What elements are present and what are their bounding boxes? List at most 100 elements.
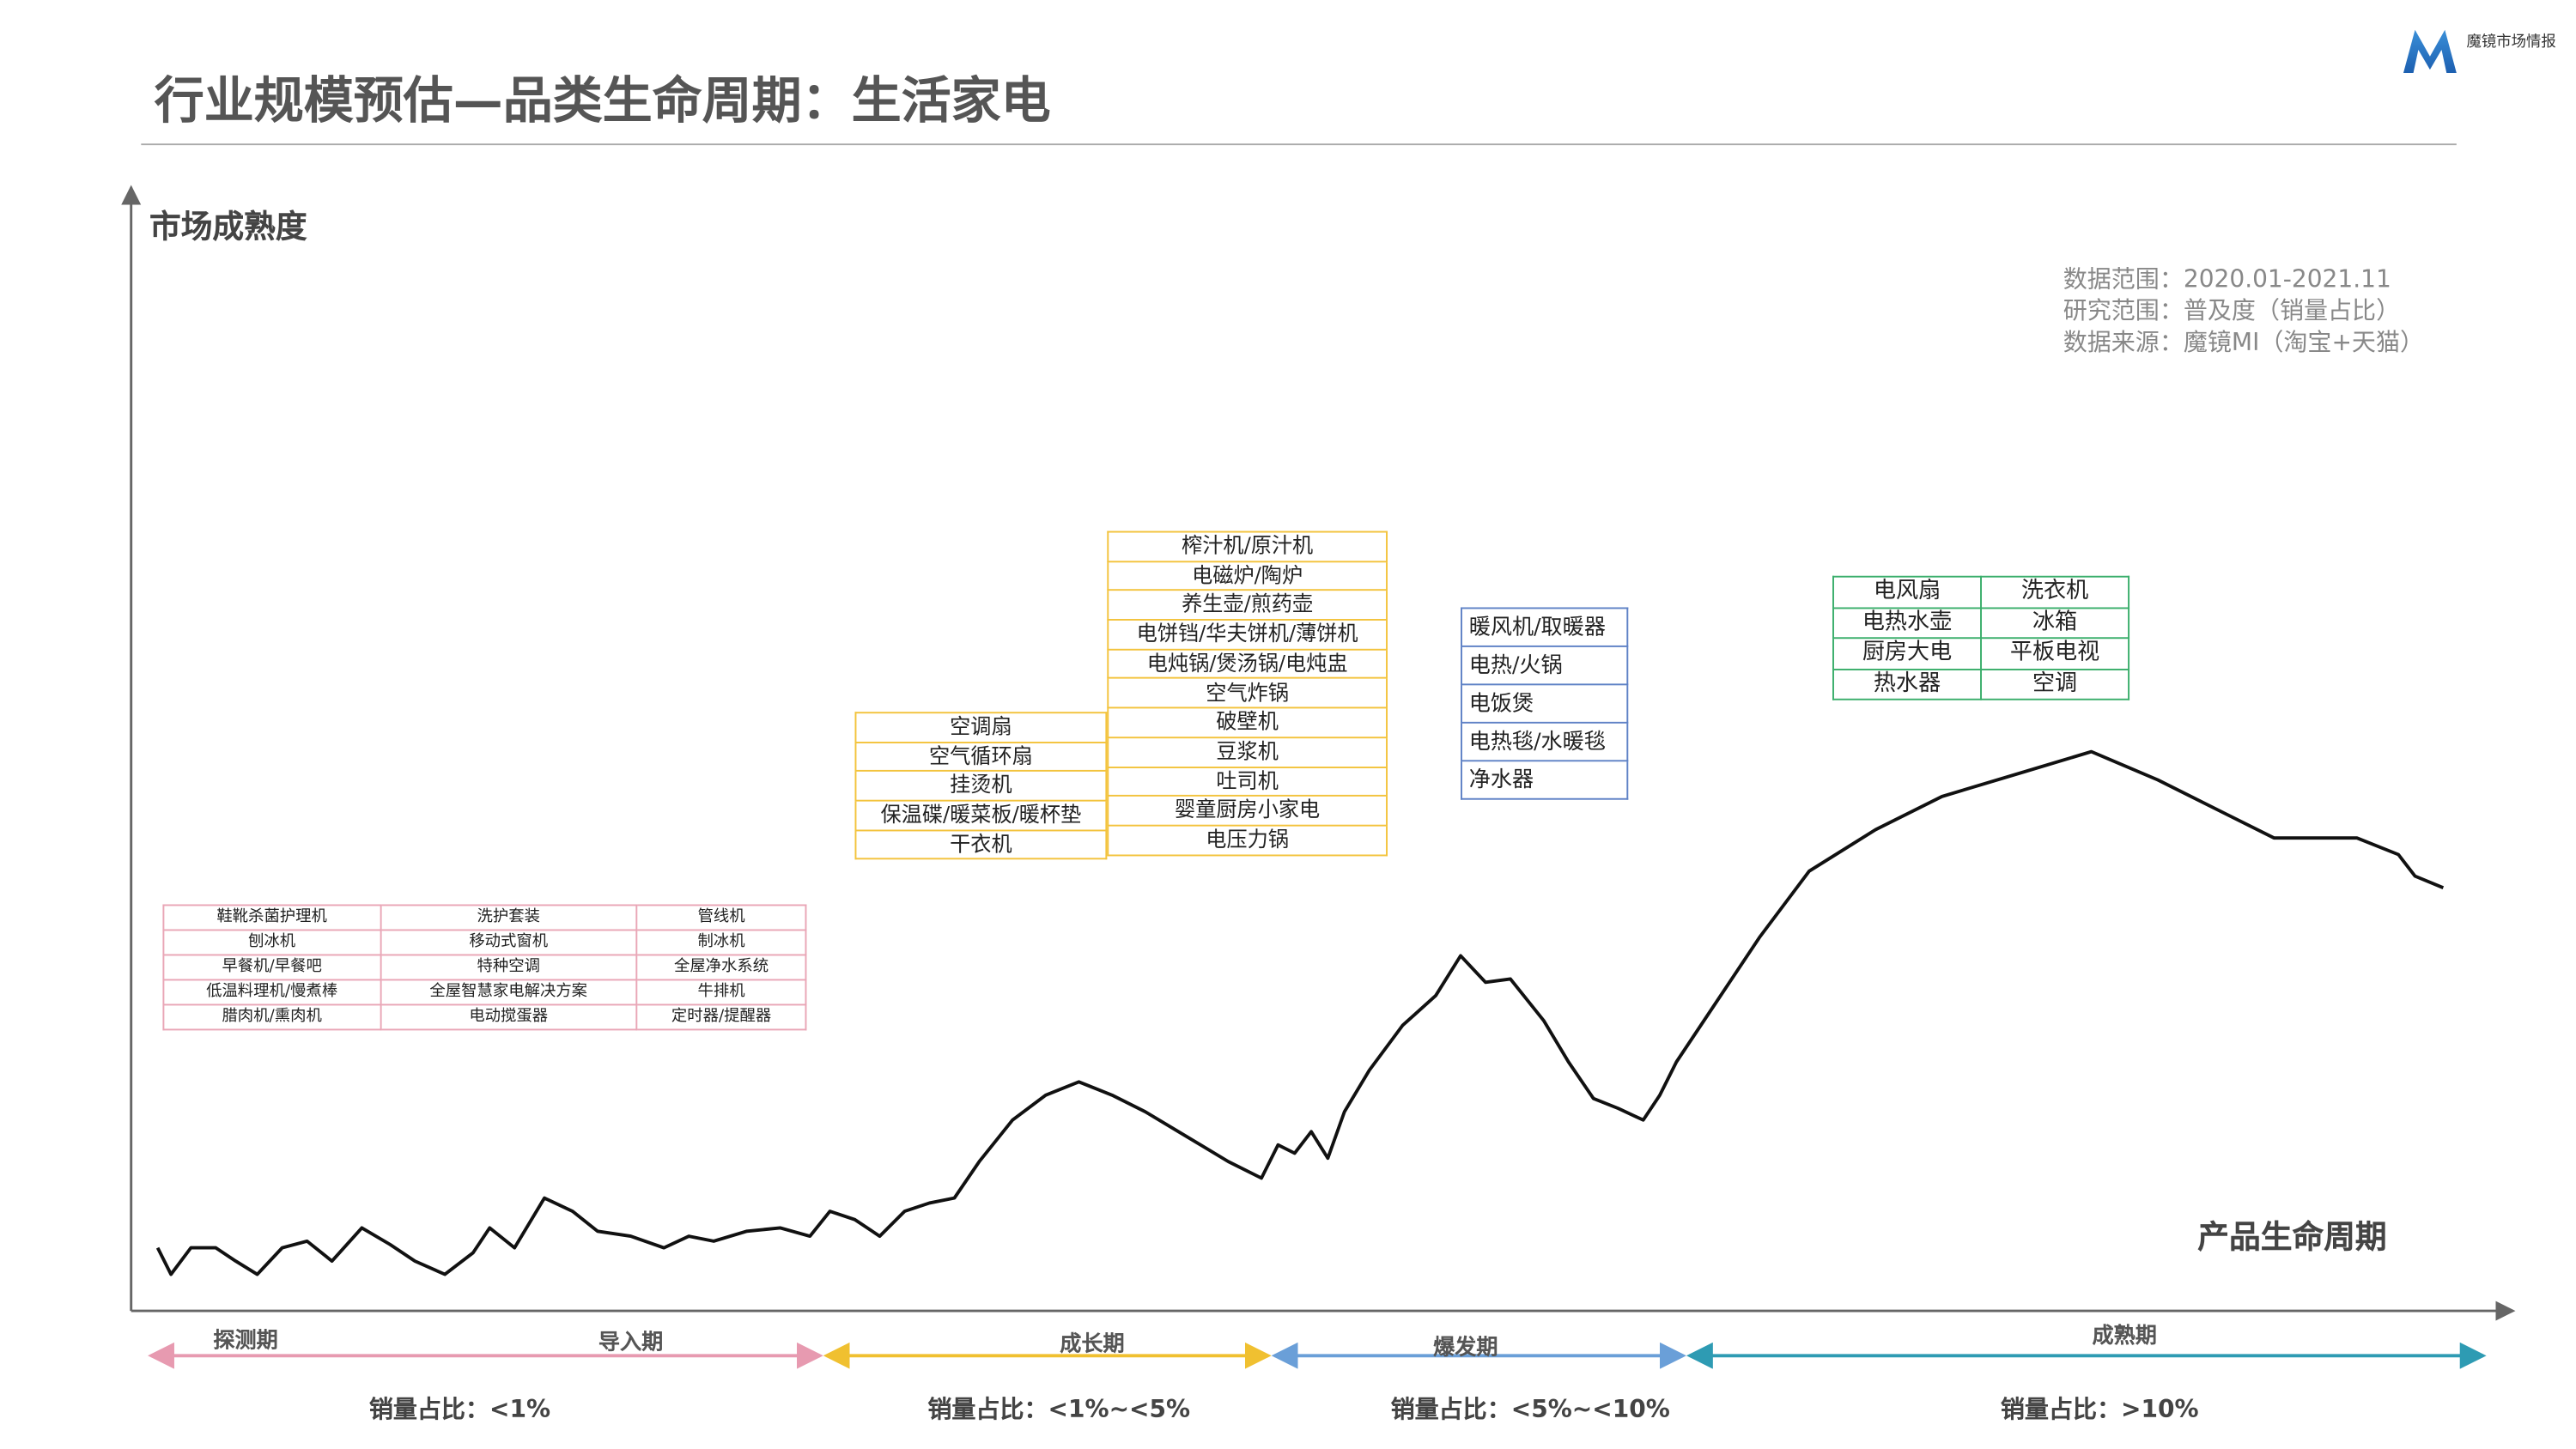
table-row: 婴童厨房小家电 [1107, 795, 1388, 827]
phase-label: 成熟期 [2092, 1324, 2157, 1349]
table-cell: 婴童厨房小家电 [1107, 795, 1388, 827]
table-row: 吐司机 [1107, 766, 1388, 797]
table-cell: 电动搅蛋器 [379, 1003, 638, 1031]
table-cell: 养生壶/煎药壶 [1107, 589, 1388, 621]
table-row: 电饭煲 [1461, 683, 1629, 724]
table-row: 空调扇 [854, 712, 1108, 743]
sales-ratio: 销量占比：<5%~<10% [1390, 1397, 1670, 1424]
table-row: 早餐机/早餐吧 特种空调 全屋净水系统 [162, 954, 807, 981]
sales-ratio: 销量占比：<1%~<5% [927, 1397, 1191, 1424]
table-cell: 空调扇 [854, 712, 1108, 743]
table-cell: 电饼铛/华夫饼机/薄饼机 [1107, 619, 1388, 651]
logo-mark [2403, 29, 2457, 74]
lifecycle-curve [155, 749, 2445, 1276]
y-axis-label: 市场成熟度 [149, 209, 307, 246]
table-row: 电磁炉/陶炉 [1107, 560, 1388, 591]
x-axis-label: 产品生命周期 [2197, 1219, 2387, 1257]
table-cell: 电风扇 [1832, 575, 1983, 609]
table-row: 干衣机 [854, 829, 1108, 861]
table-row: 豆浆机 [1107, 736, 1388, 767]
note: 研究范围：普及度（销量占比） [2063, 298, 2401, 325]
table-cell: 暖风机/取暖器 [1461, 607, 1629, 647]
table-cell: 平板电视 [1980, 637, 2130, 670]
table-cell: 厨房大电 [1832, 637, 1983, 670]
table-cell: 洗护套装 [379, 904, 638, 931]
notes: 数据范围：2020.01-2021.11 研究范围：普及度（销量占比） 数据来源… [2063, 265, 2424, 360]
table-row: 刨冰机 移动式窗机 制冰机 [162, 929, 807, 956]
table-cell: 特种空调 [379, 954, 638, 981]
phase-label: 导入期 [598, 1331, 664, 1356]
category-table: 榨汁机/原汁机 电磁炉/陶炉 养生壶/煎药壶 电饼铛/华夫饼机/薄饼机 电炖锅/煲汤锅/… [1107, 530, 1388, 856]
table-cell: 电热/火锅 [1461, 645, 1629, 686]
table-cell: 冰箱 [1980, 606, 2130, 640]
phase-label: 探测期 [213, 1329, 278, 1355]
table-row: 低温料理机/慢煮棒 全屋智慧家电解决方案 牛排机 [162, 979, 807, 1006]
table-row: 热水器 空调 [1832, 668, 2130, 700]
table-cell: 电热水壶 [1832, 606, 1983, 640]
table-cell: 早餐机/早餐吧 [162, 954, 381, 981]
sales-ratio: 销量占比：>10% [2000, 1397, 2199, 1424]
table-row: 电饼铛/华夫饼机/薄饼机 [1107, 619, 1388, 651]
table-row: 空气循环扇 [854, 741, 1108, 773]
table-cell: 全屋净水系统 [635, 954, 807, 981]
table-cell: 全屋智慧家电解决方案 [379, 979, 638, 1006]
table-cell: 电饭煲 [1461, 683, 1629, 724]
table-row: 电热/火锅 [1461, 645, 1629, 686]
table-row: 净水器 [1461, 760, 1629, 800]
sales-ratio: 销量占比：<1% [368, 1397, 551, 1424]
table-row: 电热毯/水暖毯 [1461, 721, 1629, 762]
table-row: 挂烫机 [854, 770, 1108, 802]
table-cell: 低温料理机/慢煮棒 [162, 979, 381, 1006]
table-cell: 豆浆机 [1107, 736, 1388, 767]
table-cell: 制冰机 [635, 929, 807, 956]
table-cell: 电热毯/水暖毯 [1461, 721, 1629, 762]
table-row: 鞋靴杀菌护理机 洗护套装 管线机 [162, 904, 807, 931]
table-row: 电炖锅/煲汤锅/电炖盅 [1107, 648, 1388, 680]
table-row: 破壁机 [1107, 706, 1388, 738]
table-cell: 腊肉机/熏肉机 [162, 1003, 381, 1031]
table-cell: 电压力锅 [1107, 824, 1388, 856]
table-row: 暖风机/取暖器 [1461, 607, 1629, 647]
phase-label: 成长期 [1060, 1332, 1125, 1358]
note: 数据来源：魔镜MI（淘宝+天猫） [2063, 330, 2425, 357]
note: 数据范围：2020.01-2021.11 [2063, 267, 2391, 294]
table-row: 养生壶/煎药壶 [1107, 589, 1388, 621]
table-cell: 移动式窗机 [379, 929, 638, 956]
table-cell: 空气炸锅 [1107, 677, 1388, 709]
table-cell: 吐司机 [1107, 766, 1388, 797]
table-row: 榨汁机/原汁机 [1107, 530, 1388, 562]
table-row: 电压力锅 [1107, 824, 1388, 856]
table-cell: 空调 [1980, 668, 2130, 700]
table-row: 保温碟/暖菜板/暖杯垫 [854, 799, 1108, 831]
table-row: 空气炸锅 [1107, 677, 1388, 709]
table-cell: 空气循环扇 [854, 741, 1108, 773]
table-cell: 牛排机 [635, 979, 807, 1006]
table-row: 电热水壶 冰箱 [1832, 606, 2130, 640]
table-cell: 挂烫机 [854, 770, 1108, 802]
table-cell: 净水器 [1461, 760, 1629, 800]
table-cell: 刨冰机 [162, 929, 381, 956]
table-row: 电风扇 洗衣机 [1832, 575, 2130, 609]
title: 行业规模预估—品类生命周期：生活家电 [154, 73, 1051, 131]
table-cell: 榨汁机/原汁机 [1107, 530, 1388, 562]
table-cell: 破壁机 [1107, 706, 1388, 738]
category-table: 暖风机/取暖器 电热/火锅 电饭煲 电热毯/水暖毯 净水器 [1461, 607, 1629, 800]
phase-label: 爆发期 [1433, 1336, 1498, 1361]
table-cell: 保温碟/暖菜板/暖杯垫 [854, 799, 1108, 831]
logo-text: 魔镜市场情报 [2466, 34, 2556, 52]
table-cell: 热水器 [1832, 668, 1983, 700]
table-cell: 电磁炉/陶炉 [1107, 560, 1388, 591]
table-row: 厨房大电 平板电视 [1832, 637, 2130, 670]
table-cell: 定时器/提醒器 [635, 1003, 807, 1031]
table-cell: 鞋靴杀菌护理机 [162, 904, 381, 931]
table-row: 腊肉机/熏肉机 电动搅蛋器 定时器/提醒器 [162, 1003, 807, 1031]
table-cell: 洗衣机 [1980, 575, 2130, 609]
table-cell: 管线机 [635, 904, 807, 931]
category-table: 鞋靴杀菌护理机 洗护套装 管线机 刨冰机 移动式窗机 制冰机 早餐机/早餐吧 特种空调 全屋净水… [162, 904, 807, 1031]
table-cell: 电炖锅/煲汤锅/电炖盅 [1107, 648, 1388, 680]
table-cell: 干衣机 [854, 829, 1108, 861]
category-table: 电风扇 洗衣机 电热水壶 冰箱 厨房大电 平板电视 热水器 空调 [1832, 575, 2130, 700]
